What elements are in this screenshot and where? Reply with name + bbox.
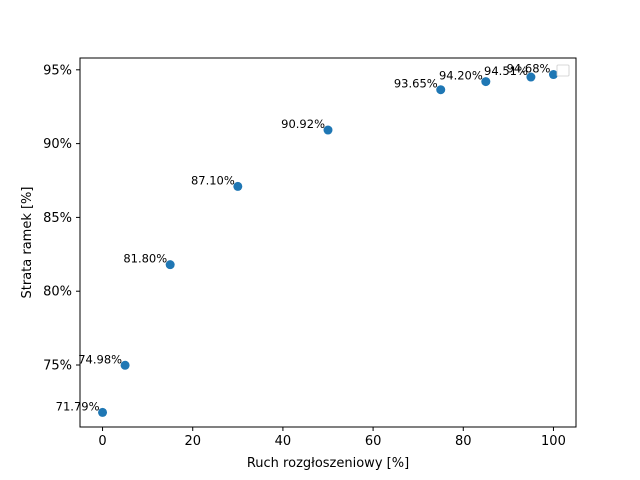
x-tick-label: 80 (455, 434, 472, 449)
data-label: 87.10% (191, 173, 235, 187)
x-tick-label: 100 (541, 434, 566, 449)
data-label: 71.79% (56, 399, 100, 413)
x-tick-label: 0 (98, 434, 106, 449)
data-label: 90.92% (281, 117, 325, 131)
data-label: 74.98% (78, 352, 122, 366)
data-point (323, 125, 333, 135)
data-point (165, 260, 175, 270)
x-tick-label: 60 (365, 434, 382, 449)
y-tick-label: 75% (43, 359, 72, 374)
x-tick-label: 20 (184, 434, 201, 449)
y-axis-label: Strata ramek [%] (20, 187, 35, 299)
y-tick-label: 90% (43, 137, 72, 152)
data-label: 94.20% (439, 69, 483, 83)
legend-box (556, 64, 570, 77)
x-axis-ticks: 0 20 40 60 80 100 (98, 427, 566, 449)
data-point (120, 360, 130, 370)
data-point (481, 77, 491, 87)
data-point (98, 407, 108, 417)
y-axis-ticks: 75% 80% 85% 90% 95% (43, 63, 80, 374)
y-tick-label: 80% (43, 285, 72, 300)
data-point (548, 70, 558, 80)
points-layer (98, 70, 558, 417)
x-tick-label: 40 (275, 434, 292, 449)
y-tick-label: 95% (43, 63, 72, 78)
data-point (526, 72, 536, 82)
data-labels-layer: 71.79% 74.98% 81.80% 87.10% 90.92% 93.65%94.2… (56, 62, 551, 414)
plot-frame (79, 57, 577, 428)
data-label: 81.80% (123, 252, 167, 266)
data-point (436, 85, 446, 95)
data-label: 94.51% (484, 64, 528, 78)
data-label: 94.68% (507, 62, 551, 76)
y-tick-label: 85% (43, 211, 72, 226)
data-point (233, 181, 243, 191)
data-label: 93.65% (394, 77, 438, 91)
x-axis-label: Ruch rozgłoszeniowy [%] (247, 456, 409, 471)
